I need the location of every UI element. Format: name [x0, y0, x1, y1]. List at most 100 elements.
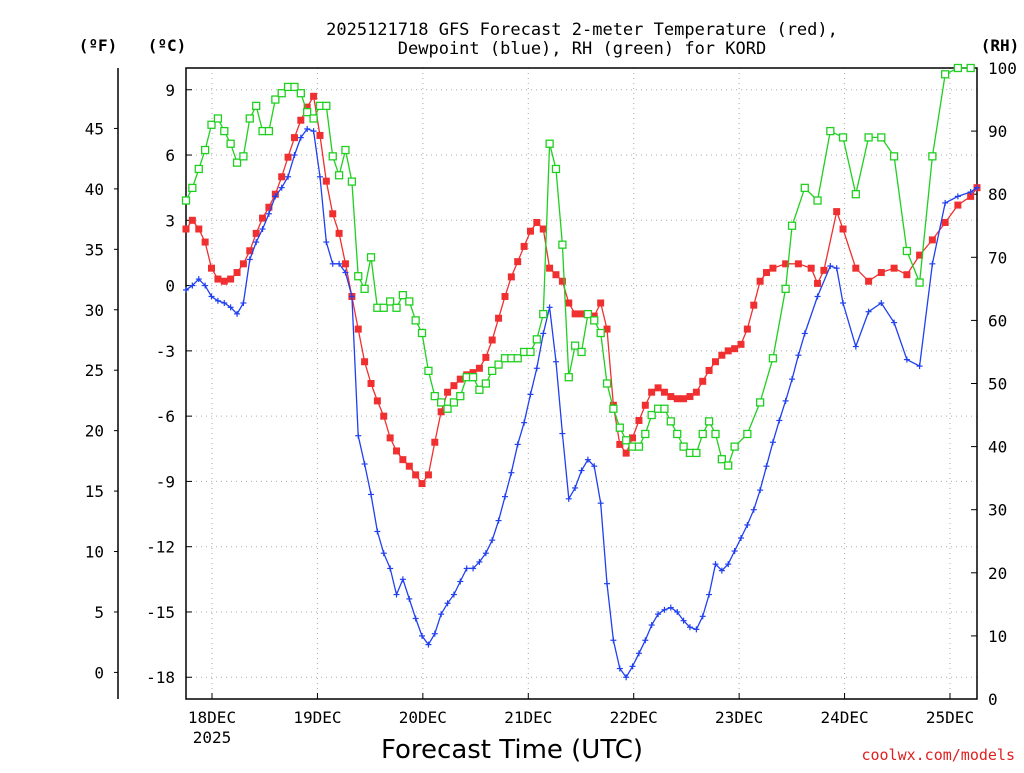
dewpoint-point — [489, 537, 496, 544]
rh-point — [641, 429, 650, 439]
series-dewpoint — [183, 125, 980, 681]
dewpoint-point — [929, 260, 936, 267]
dewpoint-point — [916, 363, 923, 370]
temperature-point — [629, 434, 637, 442]
dewpoint-point — [195, 276, 202, 283]
dewpoint-point — [769, 439, 776, 446]
temperature-point — [865, 277, 873, 285]
temperature-point — [724, 347, 732, 355]
temperature-point — [782, 260, 790, 268]
dewpoint-point — [387, 565, 394, 572]
rh-point — [468, 373, 478, 382]
temperature-point — [259, 214, 267, 222]
rh-point — [232, 158, 242, 167]
dewpoint-point — [253, 239, 260, 246]
dewpoint-point — [348, 293, 355, 300]
temperature-point — [405, 462, 413, 470]
x-tick-label: 22DEC — [610, 708, 658, 727]
dewpoint-point — [438, 611, 445, 618]
dewpoint-point — [297, 134, 304, 141]
temperature-point — [220, 277, 228, 285]
temperature-point — [361, 358, 369, 366]
rh-point — [303, 108, 312, 117]
rh-point — [481, 379, 490, 388]
rh-point — [181, 196, 191, 205]
temperature-point — [578, 310, 586, 318]
temperature-point — [820, 266, 828, 274]
temperature-point — [456, 375, 464, 383]
temperature-point — [233, 269, 241, 277]
rh-point — [781, 284, 790, 294]
temperature-point — [731, 345, 739, 353]
temperature-point — [227, 275, 235, 283]
temperature-point — [756, 277, 764, 285]
rh-tick-label: 30 — [988, 501, 1007, 520]
temperature-point — [954, 201, 962, 209]
rh-point — [411, 316, 420, 325]
temperature-point — [916, 251, 924, 259]
rh-point — [347, 177, 357, 186]
temperature-point — [692, 388, 700, 396]
rh-tick-label: 0 — [988, 690, 998, 709]
temperature-point — [444, 388, 452, 396]
rh-point — [424, 366, 433, 376]
dewpoint-point — [431, 630, 438, 637]
temperature-point — [310, 92, 318, 100]
series-2-meter-temperature — [182, 92, 981, 488]
temperature-point — [967, 192, 975, 200]
temperature-point — [590, 312, 598, 320]
dewpoint-point — [604, 580, 611, 587]
temperature-point — [246, 247, 254, 255]
temperature-point — [635, 416, 643, 424]
chart-subtitle: Dewpoint (blue), RH (green) for KORD — [398, 39, 766, 59]
dewpoint-point — [699, 613, 706, 620]
dewpoint-point — [565, 495, 572, 502]
dewpoint-point — [476, 558, 483, 565]
data-series — [181, 63, 981, 681]
dewpoint-point — [278, 184, 285, 191]
temperature-point — [437, 408, 445, 416]
dewpoint-point — [546, 304, 553, 311]
rh-point — [252, 101, 261, 111]
celsius-tick-label: 0 — [165, 277, 175, 296]
dewpoint-point — [974, 184, 980, 191]
chart-title: 2025121718 GFS Forecast 2-meter Temperat… — [326, 20, 838, 40]
rh-point — [902, 246, 912, 256]
dewpoint-point — [336, 260, 343, 267]
temperature-point — [833, 208, 841, 216]
temperature-point — [890, 264, 898, 272]
dewpoint-point — [865, 308, 872, 315]
rh-point — [570, 341, 580, 350]
rh-point — [264, 126, 274, 136]
dewpoint-point — [380, 550, 387, 557]
dewpoint-point — [323, 239, 330, 246]
dewpoint-point — [540, 330, 547, 337]
x-tick-label: 24DEC — [820, 708, 868, 727]
temperature-point — [380, 412, 388, 420]
temperature-point — [482, 353, 490, 361]
temperature-point — [877, 269, 885, 277]
rh-point — [200, 145, 210, 155]
x-tick-label: 25DEC — [926, 708, 974, 727]
rh-point — [609, 404, 618, 413]
rh-point — [334, 171, 344, 180]
dewpoint-point — [419, 632, 426, 639]
temperature-point — [367, 380, 375, 387]
dewpoint-point — [527, 391, 534, 398]
grid-lines — [186, 68, 977, 699]
temperature-point — [469, 369, 477, 377]
celsius-tick-label: -6 — [156, 407, 175, 426]
temperature-point — [750, 301, 758, 309]
dewpoint-point — [750, 506, 757, 513]
x-tick-label: 20DEC — [399, 708, 447, 727]
dewpoint-point — [878, 299, 885, 306]
temperature-point — [520, 242, 528, 250]
rh-point — [941, 70, 950, 79]
temperature-point — [290, 134, 298, 142]
credit-link[interactable]: coolwx.com/models — [861, 746, 1015, 764]
temperature-point — [571, 310, 579, 318]
rh-point — [532, 335, 541, 344]
rh-point — [354, 272, 363, 281]
rh-point — [596, 328, 605, 338]
